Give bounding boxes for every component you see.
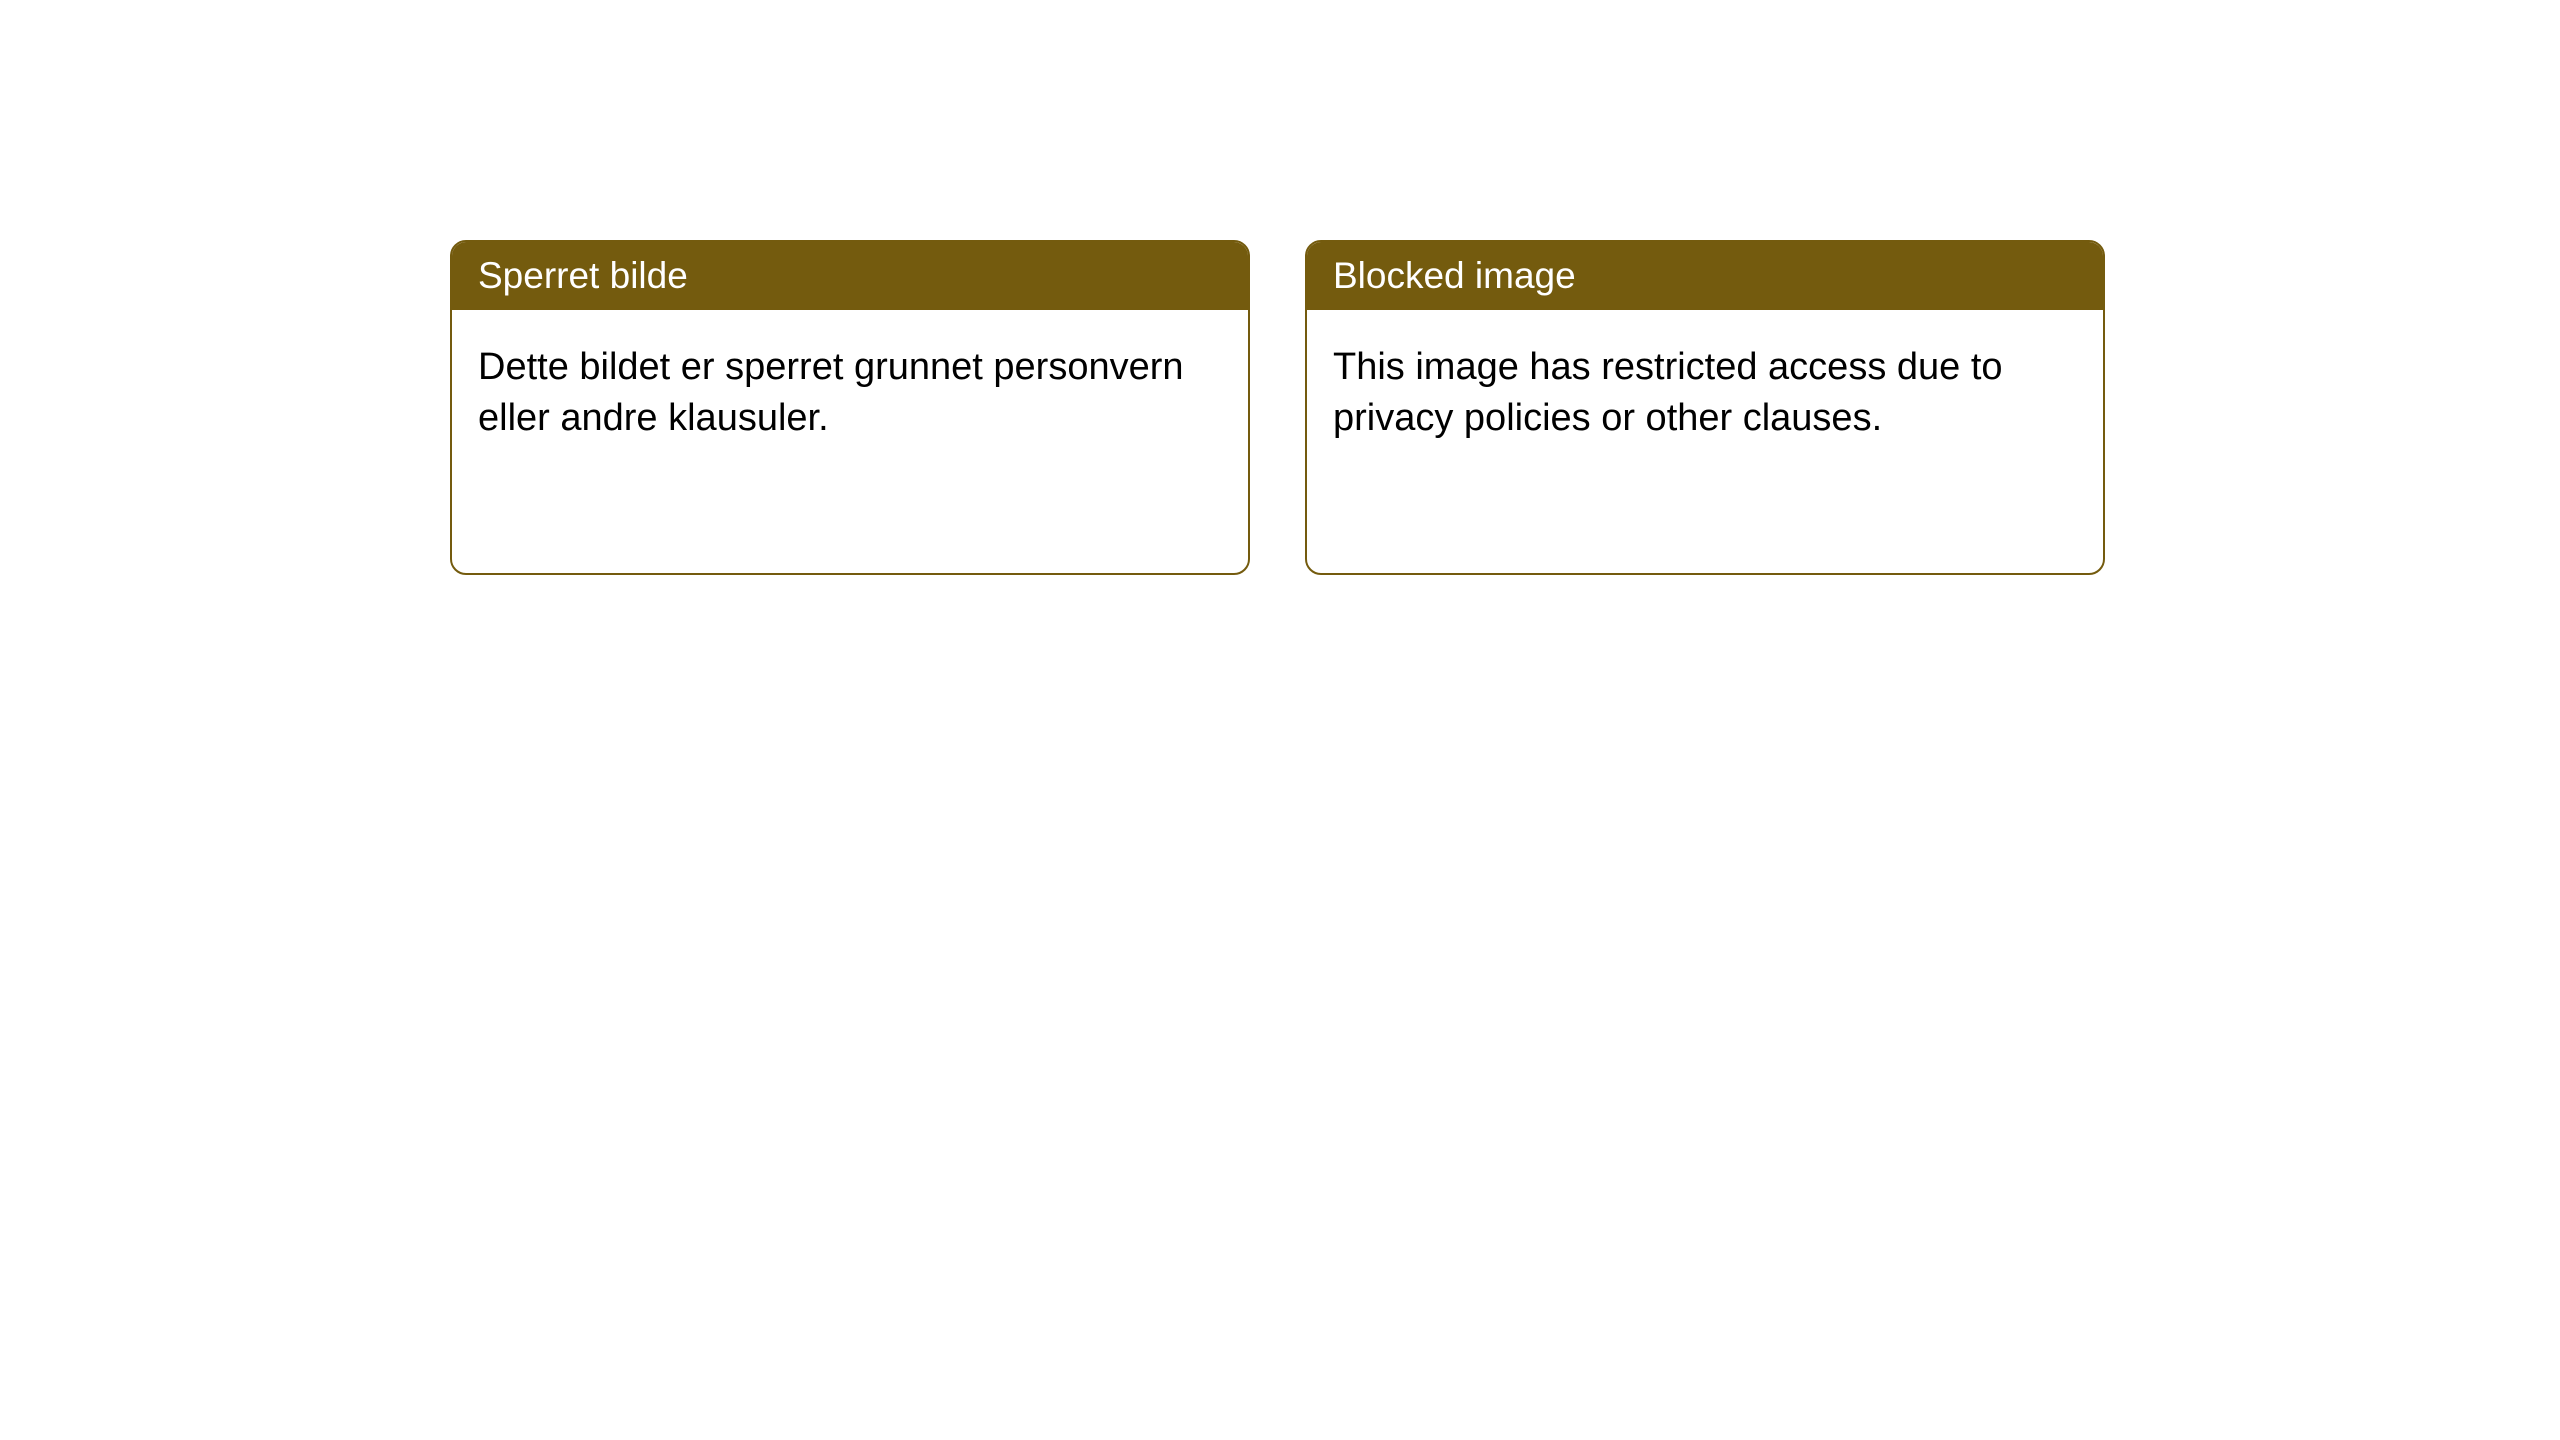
cards-container: Sperret bilde Dette bildet er sperret gr… bbox=[450, 240, 2560, 575]
card-header-english: Blocked image bbox=[1307, 242, 2103, 310]
card-body-norwegian: Dette bildet er sperret grunnet personve… bbox=[452, 310, 1248, 477]
card-body-english: This image has restricted access due to … bbox=[1307, 310, 2103, 477]
card-header-norwegian: Sperret bilde bbox=[452, 242, 1248, 310]
card-english: Blocked image This image has restricted … bbox=[1305, 240, 2105, 575]
card-norwegian: Sperret bilde Dette bildet er sperret gr… bbox=[450, 240, 1250, 575]
